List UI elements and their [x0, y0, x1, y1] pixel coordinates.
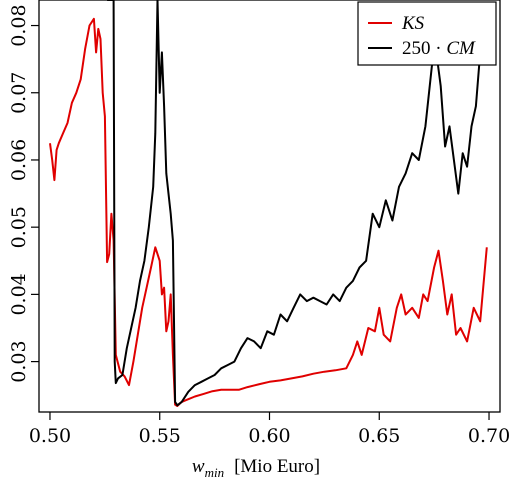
x-tick-label: 0.65 [358, 425, 400, 447]
series-layer [49, 0, 488, 407]
y-axis: 0.03 0.04 0.05 0.06 0.07 0.08 [8, 4, 39, 383]
x-tick-label: 0.60 [248, 425, 290, 447]
x-tick-label: 0.50 [29, 425, 71, 447]
x-axis: 0.50 0.55 0.60 0.65 0.70 [29, 412, 510, 447]
y-tick-label: 0.06 [8, 139, 30, 181]
legend: KS 250 · CM [357, 1, 497, 66]
legend-box [357, 1, 497, 66]
x-tick-label: 0.70 [468, 425, 510, 447]
legend-label-cm-prefix: 250 · [402, 38, 446, 59]
y-tick-label: 0.04 [8, 273, 30, 315]
x-axis-title: wmin [Mio Euro] [192, 456, 320, 479]
legend-label-cm-italic: CM [446, 38, 476, 59]
x-axis-title-unit: [Mio Euro] [234, 456, 320, 477]
y-tick-label: 0.07 [8, 72, 30, 114]
legend-label-cm: 250 · CM [402, 38, 476, 59]
legend-label-ks: KS [401, 13, 425, 34]
y-tick-label: 0.05 [8, 206, 30, 248]
y-tick-label: 0.08 [8, 4, 30, 46]
series-ks-line [49, 17, 488, 407]
plot-frame [38, 0, 501, 413]
y-tick-label: 0.03 [8, 340, 30, 382]
x-axis-title-symbol: w [192, 456, 205, 477]
x-tick-label: 0.55 [139, 425, 181, 447]
x-axis-title-subscript: min [205, 465, 225, 479]
series-cm-line [107, 0, 486, 407]
